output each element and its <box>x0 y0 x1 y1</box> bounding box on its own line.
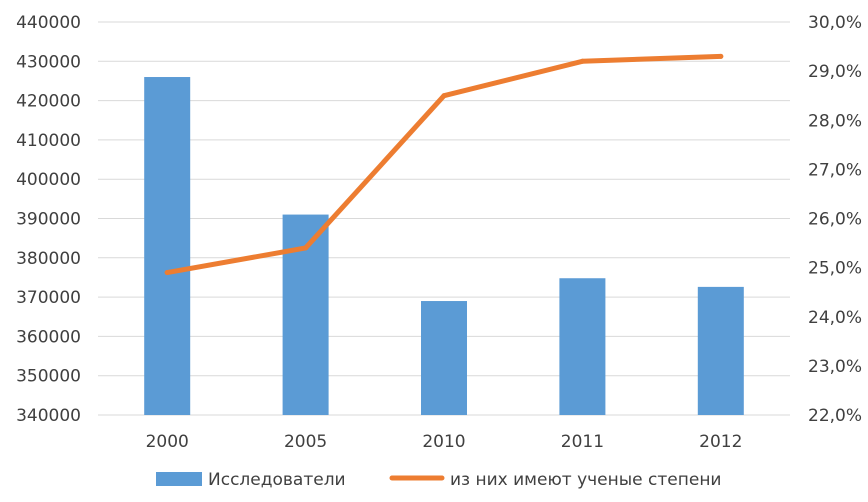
line-point-2005 <box>303 245 309 251</box>
left-tick-label: 350000 <box>16 367 81 387</box>
x-tick-label: 2005 <box>284 432 327 452</box>
bar-2012 <box>697 286 744 415</box>
left-tick-label: 440000 <box>16 13 81 33</box>
line-point-2012 <box>718 53 724 59</box>
left-tick-label: 430000 <box>16 52 81 72</box>
right-tick-label: 27,0% <box>808 160 862 180</box>
left-tick-label: 370000 <box>16 288 81 308</box>
bar-2011 <box>559 278 606 415</box>
bar-series-researchers <box>144 77 744 416</box>
left-tick-label: 380000 <box>16 249 81 269</box>
right-tick-label: 23,0% <box>808 357 862 377</box>
series-line <box>164 53 724 276</box>
left-tick-label: 410000 <box>16 131 81 151</box>
x-axis-ticks: 2000 2005 2010 2011 2012 <box>146 432 743 452</box>
left-tick-label: 390000 <box>16 210 81 230</box>
bar-2010 <box>421 301 467 415</box>
right-tick-label: 30,0% <box>808 13 862 33</box>
line-point-2010 <box>441 93 447 99</box>
legend-label-researchers: Исследователи <box>208 470 346 490</box>
x-tick-label: 2012 <box>699 432 742 452</box>
left-tick-label: 420000 <box>16 92 81 112</box>
bar-2000 <box>144 77 191 416</box>
line-point-2011 <box>579 58 585 64</box>
x-tick-label: 2000 <box>146 432 189 452</box>
left-tick-label: 400000 <box>16 170 81 190</box>
right-axis-ticks: 22,0% 23,0% 24,0% 25,0% 26,0% 27,0% 28,0% 29,0%… <box>808 13 862 426</box>
gridlines <box>98 21 790 416</box>
left-tick-label: 340000 <box>16 406 81 426</box>
right-tick-label: 28,0% <box>808 111 862 131</box>
legend-label-degree-share: из них имеют ученые степени <box>450 470 721 490</box>
right-tick-label: 26,0% <box>808 210 862 230</box>
left-tick-label: 360000 <box>16 327 81 347</box>
line-point-2000 <box>164 270 170 276</box>
x-tick-label: 2011 <box>561 432 604 452</box>
right-tick-label: 24,0% <box>808 308 862 328</box>
legend-swatch-researchers <box>156 472 202 486</box>
right-tick-label: 29,0% <box>808 62 862 82</box>
left-axis-ticks: 340000 350000 360000 370000 380000 390000 4000… <box>16 13 81 426</box>
x-tick-label: 2010 <box>422 432 465 452</box>
right-tick-label: 25,0% <box>808 259 862 279</box>
right-tick-label: 22,0% <box>808 406 862 426</box>
legend: Исследователи из них имеют ученые степен… <box>156 470 721 490</box>
line-series-degree-share <box>164 53 724 276</box>
